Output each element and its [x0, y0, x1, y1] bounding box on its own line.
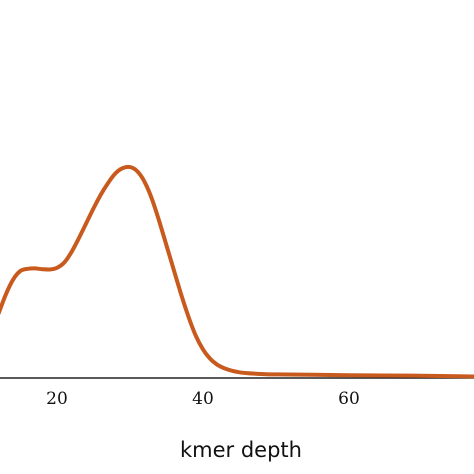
x-tick-label: 60	[338, 389, 360, 409]
x-tick-label: 20	[46, 389, 68, 409]
x-tick-label: 40	[192, 389, 214, 409]
x-axis-title: kmer depth	[180, 438, 302, 462]
kmer-depth-series-line	[0, 164, 474, 379]
